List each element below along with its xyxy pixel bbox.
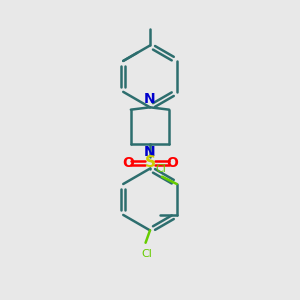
Text: O: O — [122, 156, 134, 170]
Text: N: N — [144, 145, 156, 159]
Text: Cl: Cl — [142, 249, 152, 259]
Text: O: O — [166, 156, 178, 170]
Text: S: S — [145, 155, 155, 170]
Text: N: N — [144, 92, 156, 106]
Text: Cl: Cl — [155, 164, 166, 174]
